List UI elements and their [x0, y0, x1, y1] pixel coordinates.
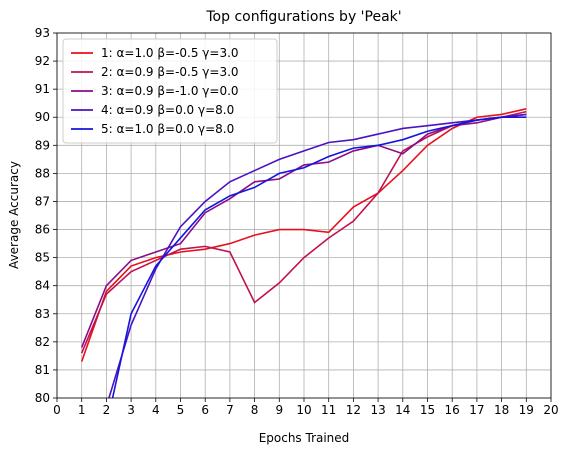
y-tick-label: 81: [35, 363, 50, 377]
legend-label: 2: α=0.9 β=-0.5 γ=3.0: [101, 65, 239, 79]
y-tick-label: 87: [35, 194, 50, 208]
x-tick-label: 5: [177, 403, 185, 417]
x-tick-label: 1: [78, 403, 86, 417]
x-axis-label: Epochs Trained: [259, 431, 350, 445]
series-line: [80, 108, 527, 362]
x-tick-label: 0: [53, 403, 61, 417]
x-tick-label: 12: [346, 403, 361, 417]
x-tick-label: 18: [494, 403, 509, 417]
y-tick-label: 84: [35, 279, 50, 293]
x-tick-label: 3: [127, 403, 135, 417]
x-tick-label: 19: [519, 403, 534, 417]
y-tick-label: 85: [35, 251, 50, 265]
x-tick-label: 9: [275, 403, 283, 417]
y-tick-label: 82: [35, 335, 50, 349]
y-tick-label: 80: [35, 391, 50, 405]
x-tick-label: 10: [296, 403, 311, 417]
y-tick-label: 88: [35, 166, 50, 180]
y-tick-label: 90: [35, 110, 50, 124]
x-tick-label: 2: [103, 403, 111, 417]
y-tick-label: 83: [35, 307, 50, 321]
x-tick-label: 6: [201, 403, 209, 417]
y-tick-label: 92: [35, 54, 50, 68]
plot-frame: [56, 32, 552, 399]
x-tick-label: 8: [251, 403, 259, 417]
y-axis-label: Average Accuracy: [7, 161, 21, 269]
x-tick-label: 16: [445, 403, 460, 417]
y-tick-label: 89: [35, 138, 50, 152]
x-tick-label: 13: [370, 403, 385, 417]
series-line: [111, 116, 527, 398]
x-tick-label: 17: [469, 403, 484, 417]
y-tick-label: 93: [35, 26, 50, 40]
chart-title: Top configurations by 'Peak': [205, 9, 401, 25]
legend: 1: α=1.0 β=-0.5 γ=3.0 2: α=0.9 β=-0.5 γ=3…: [62, 38, 278, 144]
plot-lines: [80, 108, 527, 398]
legend-label: 3: α=0.9 β=-1.0 γ=0.0: [101, 84, 239, 98]
legend-label: 5: α=1.0 β=0.0 γ=8.0: [101, 122, 234, 136]
x-tick-label: 7: [226, 403, 234, 417]
x-tick-label: 15: [420, 403, 435, 417]
y-tick-label: 86: [35, 223, 50, 237]
x-tick-label: 20: [543, 403, 558, 417]
x-tick-label: 4: [152, 403, 160, 417]
series-line: [108, 113, 527, 398]
legend-box: [62, 38, 278, 144]
legend-label: 1: α=1.0 β=-0.5 γ=3.0: [101, 46, 239, 60]
y-tick-label: 91: [35, 82, 50, 96]
legend-label: 4: α=0.9 β=0.0 γ=8.0: [101, 103, 234, 117]
x-tick-label: 14: [395, 403, 410, 417]
x-tick-label: 11: [321, 403, 336, 417]
